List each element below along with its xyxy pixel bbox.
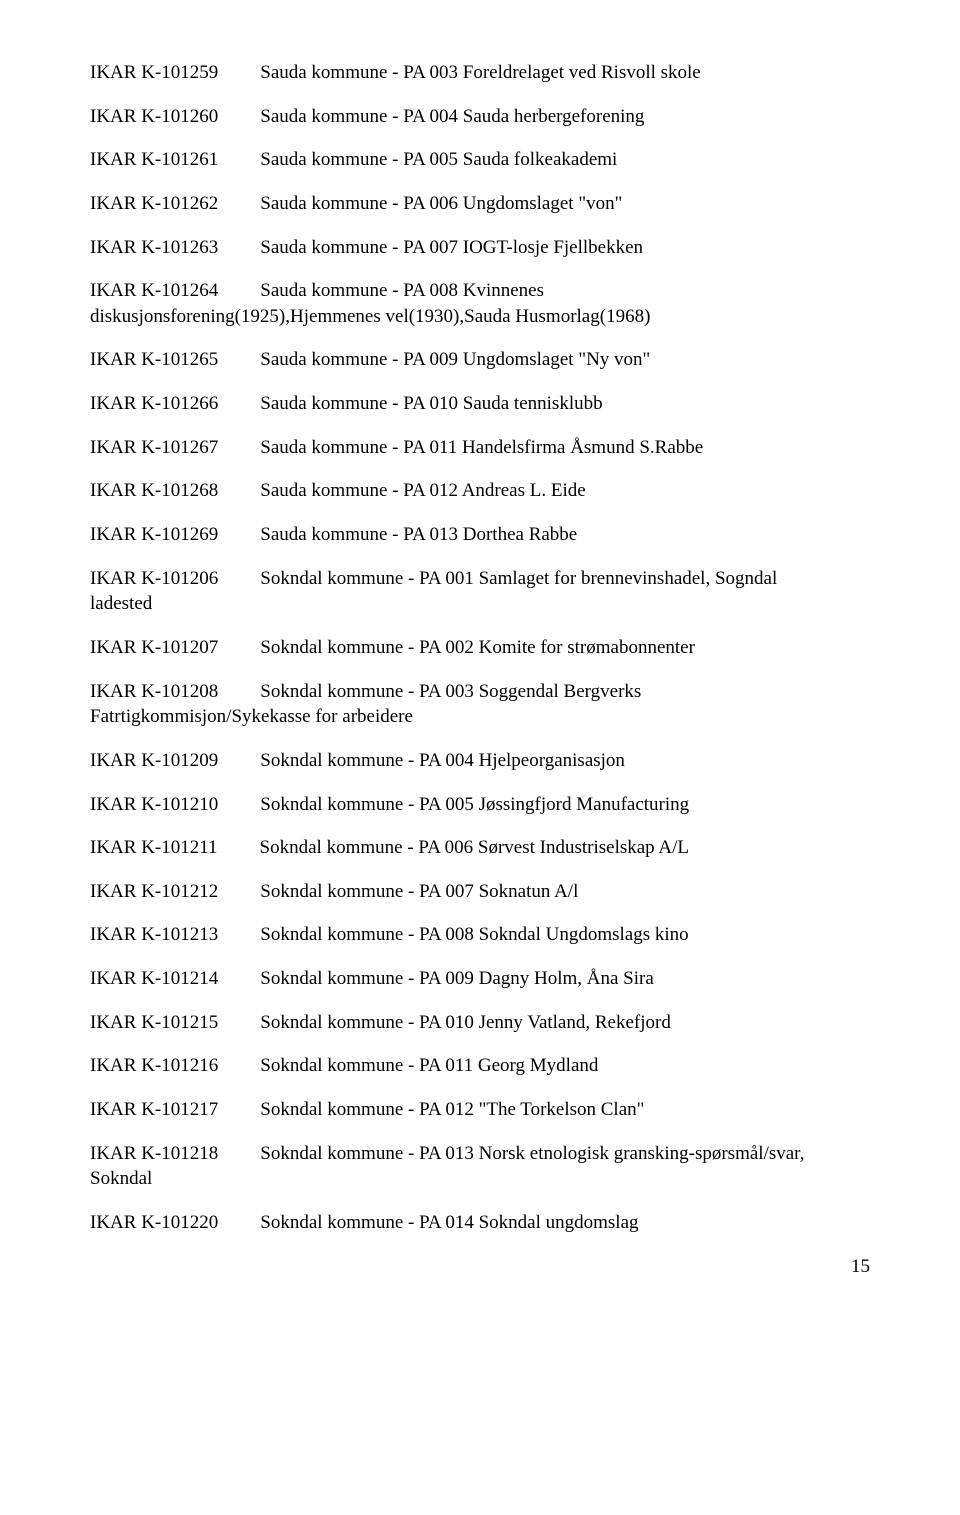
entry-continuation: Sokndal	[90, 1166, 870, 1192]
entry-description: Sokndal kommune - PA 010 Jenny Vatland, …	[260, 1012, 671, 1033]
entry-row: IKAR K-101268 Sauda kommune - PA 012 Andr…	[90, 478, 870, 504]
entry-description: Sauda kommune - PA 012 Andreas L. Eide	[260, 480, 585, 501]
entry-description: Sauda kommune - PA 009 Ungdomslaget "Ny …	[260, 349, 650, 370]
entry-description: Sokndal kommune - PA 005 Jøssingfjord Ma…	[260, 794, 689, 815]
entry-code: IKAR K-101266	[90, 393, 218, 414]
entry-description: Sauda kommune - PA 008 Kvinnenes	[260, 280, 544, 301]
entry-code: IKAR K-101220	[90, 1212, 218, 1233]
entry-description: Sauda kommune - PA 010 Sauda tennisklubb	[260, 393, 602, 414]
entry-description: Sauda kommune - PA 003 Foreldrelaget ved…	[260, 62, 700, 83]
entry-code: IKAR K-101210	[90, 794, 218, 815]
entry-code: IKAR K-101265	[90, 349, 218, 370]
entry-row: IKAR K-101214 Sokndal kommune - PA 009 Da…	[90, 966, 870, 992]
entry-description: Sokndal kommune - PA 012 "The Torkelson …	[260, 1099, 644, 1120]
entry-code: IKAR K-101262	[90, 193, 218, 214]
entry-code: IKAR K-101208	[90, 681, 218, 702]
entry-row: IKAR K-101211 Sokndal kommune - PA 006 Sø…	[90, 835, 870, 861]
entry-description: Sokndal kommune - PA 003 Soggendal Bergv…	[260, 681, 641, 702]
entry-description: Sauda kommune - PA 006 Ungdomslaget "von…	[260, 193, 622, 214]
entry-description: Sauda kommune - PA 007 IOGT-losje Fjellb…	[260, 237, 643, 258]
entry-row: IKAR K-101218 Sokndal kommune - PA 013 No…	[90, 1141, 870, 1192]
entry-code: IKAR K-101206	[90, 568, 218, 589]
entry-row: IKAR K-101260 Sauda kommune - PA 004 Saud…	[90, 104, 870, 130]
entry-code: IKAR K-101263	[90, 237, 218, 258]
entry-code: IKAR K-101209	[90, 750, 218, 771]
page-number: 15	[90, 1254, 870, 1280]
entry-row: IKAR K-101212 Sokndal kommune - PA 007 So…	[90, 879, 870, 905]
entry-row: IKAR K-101210 Sokndal kommune - PA 005 Jø…	[90, 792, 870, 818]
entry-continuation: ladested	[90, 591, 870, 617]
entry-description: Sokndal kommune - PA 011 Georg Mydland	[260, 1055, 598, 1076]
entry-row: IKAR K-101262 Sauda kommune - PA 006 Ungd…	[90, 191, 870, 217]
entry-row: IKAR K-101209 Sokndal kommune - PA 004 Hj…	[90, 748, 870, 774]
entry-description: Sokndal kommune - PA 009 Dagny Holm, Åna…	[260, 968, 654, 989]
entry-description: Sokndal kommune - PA 013 Norsk etnologis…	[260, 1143, 804, 1164]
entry-row: IKAR K-101217 Sokndal kommune - PA 012 "T…	[90, 1097, 870, 1123]
entry-code: IKAR K-101218	[90, 1143, 218, 1164]
entry-continuation: Fatrtigkommisjon/Sykekasse for arbeidere	[90, 704, 870, 730]
entry-row: IKAR K-101216 Sokndal kommune - PA 011 Ge…	[90, 1053, 870, 1079]
entry-code: IKAR K-101217	[90, 1099, 218, 1120]
entry-description: Sokndal kommune - PA 008 Sokndal Ungdoms…	[260, 924, 688, 945]
entry-code: IKAR K-101264	[90, 280, 218, 301]
entry-description: Sauda kommune - PA 013 Dorthea Rabbe	[260, 524, 577, 545]
entry-description: Sokndal kommune - PA 006 Sørvest Industr…	[260, 837, 689, 858]
entry-description: Sokndal kommune - PA 004 Hjelpeorganisas…	[260, 750, 625, 771]
entry-code: IKAR K-101215	[90, 1012, 218, 1033]
entry-description: Sokndal kommune - PA 014 Sokndal ungdoms…	[260, 1212, 638, 1233]
entries-list: IKAR K-101259 Sauda kommune - PA 003 Fore…	[90, 60, 870, 1236]
entry-code: IKAR K-101261	[90, 149, 218, 170]
entry-description: Sokndal kommune - PA 001 Samlaget for br…	[260, 568, 777, 589]
entry-description: Sauda kommune - PA 005 Sauda folkeakadem…	[260, 149, 617, 170]
entry-row: IKAR K-101207 Sokndal kommune - PA 002 Ko…	[90, 635, 870, 661]
entry-description: Sokndal kommune - PA 002 Komite for strø…	[260, 637, 695, 658]
entry-code: IKAR K-101214	[90, 968, 218, 989]
entry-row: IKAR K-101259 Sauda kommune - PA 003 Fore…	[90, 60, 870, 86]
entry-code: IKAR K-101267	[90, 437, 218, 458]
entry-row: IKAR K-101266 Sauda kommune - PA 010 Saud…	[90, 391, 870, 417]
entry-code: IKAR K-101207	[90, 637, 218, 658]
entry-code: IKAR K-101260	[90, 106, 218, 127]
entry-code: IKAR K-101259	[90, 62, 218, 83]
entry-row: IKAR K-101261 Sauda kommune - PA 005 Saud…	[90, 147, 870, 173]
entry-row: IKAR K-101213 Sokndal kommune - PA 008 So…	[90, 922, 870, 948]
entry-row: IKAR K-101269 Sauda kommune - PA 013 Dort…	[90, 522, 870, 548]
entry-continuation: diskusjonsforening(1925),Hjemmenes vel(1…	[90, 304, 870, 330]
entry-code: IKAR K-101268	[90, 480, 218, 501]
entry-code: IKAR K-101213	[90, 924, 218, 945]
entry-row: IKAR K-101208 Sokndal kommune - PA 003 So…	[90, 679, 870, 730]
entry-row: IKAR K-101215 Sokndal kommune - PA 010 Je…	[90, 1010, 870, 1036]
entry-row: IKAR K-101267 Sauda kommune - PA 011 Hand…	[90, 435, 870, 461]
entry-row: IKAR K-101220 Sokndal kommune - PA 014 So…	[90, 1210, 870, 1236]
entry-code: IKAR K-101212	[90, 881, 218, 902]
entry-description: Sauda kommune - PA 011 Handelsfirma Åsmu…	[260, 437, 703, 458]
entry-row: IKAR K-101206 Sokndal kommune - PA 001 Sa…	[90, 566, 870, 617]
entry-description: Sauda kommune - PA 004 Sauda herbergefor…	[260, 106, 644, 127]
entry-code: IKAR K-101211	[90, 837, 218, 858]
entry-row: IKAR K-101265 Sauda kommune - PA 009 Ungd…	[90, 347, 870, 373]
entry-code: IKAR K-101269	[90, 524, 218, 545]
entry-code: IKAR K-101216	[90, 1055, 218, 1076]
entry-row: IKAR K-101263 Sauda kommune - PA 007 IOGT…	[90, 235, 870, 261]
entry-description: Sokndal kommune - PA 007 Soknatun A/l	[260, 881, 578, 902]
entry-row: IKAR K-101264 Sauda kommune - PA 008 Kvin…	[90, 278, 870, 329]
